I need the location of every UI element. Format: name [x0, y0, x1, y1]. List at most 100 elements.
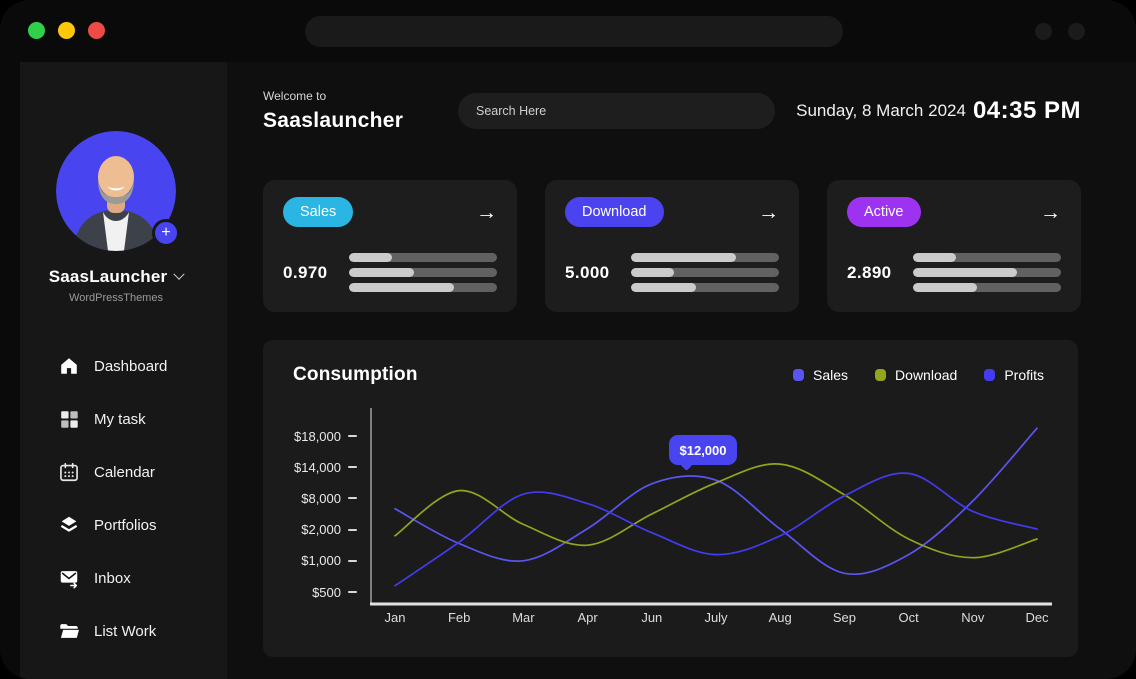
y-tick-mark [348, 559, 357, 562]
account-name: SaasLauncher [48, 267, 168, 286]
progress-bar-fill [913, 283, 977, 292]
progress-bar-fill [349, 268, 415, 277]
stat-value: 2.890 [847, 262, 892, 282]
x-tick-label: Oct [898, 610, 919, 625]
progress-bar [631, 283, 779, 292]
y-tick-mark [348, 435, 357, 437]
stat-bars [349, 253, 497, 292]
legend-item-download[interactable]: Download [875, 367, 957, 383]
search-input[interactable] [458, 93, 775, 129]
progress-bar [913, 268, 1061, 277]
sidebar-item-label: Inbox [94, 569, 131, 587]
x-tick-label: Mar [512, 610, 535, 625]
y-tick-label: $2,000 [301, 522, 341, 538]
y-tick-row: $500 [263, 584, 357, 600]
progress-bar-fill [631, 283, 697, 292]
legend-label: Download [895, 367, 958, 383]
traffic-lights [28, 22, 105, 39]
stat-bars [913, 253, 1061, 292]
arrow-right-icon[interactable]: → [476, 200, 497, 224]
legend-dot [875, 369, 887, 381]
add-account-button[interactable]: + [152, 219, 180, 247]
sidebar-item-my-task[interactable]: My task [20, 402, 212, 436]
datetime: Sunday, 8 March 2024 04:35 PM [796, 97, 1081, 125]
chevron-down-icon [173, 268, 185, 280]
x-tick-label: Jan [384, 610, 406, 625]
titlebar-dot-button[interactable] [1068, 23, 1085, 40]
stat-card-active: Active → 2.890 [827, 180, 1081, 312]
inbox-send-icon [60, 571, 78, 589]
x-tick-label: Feb [447, 610, 471, 625]
arrow-right-icon[interactable]: → [758, 200, 779, 224]
home-icon [61, 358, 77, 374]
stat-value: 5.000 [565, 262, 610, 282]
chart-legend: Sales Download Profits [793, 367, 1044, 383]
browser-address-bar[interactable] [305, 16, 843, 47]
legend-dot [793, 369, 805, 381]
legend-label: Sales [813, 367, 849, 383]
avatar[interactable]: + [56, 131, 180, 251]
y-tick-row: $8,000 [263, 490, 357, 506]
legend-label: Profits [1004, 367, 1044, 383]
sidebar-item-inbox[interactable]: Inbox [20, 561, 212, 595]
stat-value: 0.970 [283, 262, 328, 282]
stat-badge[interactable]: Sales [283, 197, 354, 227]
y-tick-row: $1,000 [263, 553, 357, 569]
consumption-chart-card: Consumption Sales Download Profits $18,000… [263, 340, 1078, 657]
y-tick-mark [348, 497, 357, 500]
progress-bar-fill [349, 253, 392, 262]
stat-bars [631, 253, 779, 292]
stat-badge[interactable]: Download [565, 197, 664, 227]
series-line-profits [394, 472, 1038, 587]
y-tick-row: $14,000 [263, 459, 357, 475]
sidebar: + SaasLauncher WordPressThemes Dashboard… [20, 62, 227, 679]
sidebar-item-label: Portfolios [94, 516, 157, 534]
y-tick-label: $14,000 [294, 459, 341, 475]
calendar-icon [60, 462, 78, 482]
stat-card-download: Download → 5.000 [545, 180, 799, 312]
account-switcher[interactable]: SaasLauncher [20, 267, 212, 287]
progress-bar [631, 268, 779, 277]
series-line-download [394, 463, 1038, 559]
sidebar-item-list-work[interactable]: List Work [20, 614, 212, 648]
x-tick-label: July [704, 610, 728, 625]
progress-bar-fill [913, 268, 1017, 277]
y-tick-row: $2,000 [263, 522, 357, 538]
x-tick-label: Dec [1025, 610, 1049, 625]
stat-badge[interactable]: Active [847, 197, 921, 227]
sidebar-item-dashboard[interactable]: Dashboard [20, 349, 212, 383]
chart-title: Consumption [293, 364, 418, 385]
titlebar-dot-button[interactable] [1035, 23, 1052, 40]
progress-bar [349, 253, 497, 262]
sidebar-item-portfolios[interactable]: Portfolios [20, 508, 212, 542]
chart-tooltip: $12,000 [669, 435, 737, 465]
x-tick-label: Sep [832, 610, 856, 625]
y-tick-label: $8,000 [301, 490, 341, 506]
welcome-label: Welcome to [263, 89, 327, 103]
sidebar-item-calendar[interactable]: Calendar [20, 455, 212, 489]
x-tick-label: Apr [577, 610, 598, 625]
progress-bar [349, 268, 497, 277]
progress-bar-fill [631, 253, 737, 262]
x-tick-label: Nov [961, 610, 985, 625]
green-traffic-light[interactable] [28, 22, 45, 39]
yellow-traffic-light[interactable] [58, 22, 75, 39]
y-tick-mark [348, 591, 357, 593]
stat-cards: Sales → 0.970 Download → 5.000 Active → 2.890 [263, 180, 1081, 312]
stat-card-sales: Sales → 0.970 [263, 180, 517, 312]
arrow-right-icon[interactable]: → [1040, 200, 1061, 224]
titlebar-buttons [1035, 23, 1085, 40]
legend-item-sales[interactable]: Sales [793, 367, 848, 383]
legend-item-profits[interactable]: Profits [984, 367, 1044, 383]
sidebar-item-label: My task [94, 410, 146, 428]
page-header: Welcome to Saaslauncher Sunday, 8 March … [263, 89, 1081, 133]
red-traffic-light[interactable] [88, 22, 105, 39]
progress-bar-fill [913, 253, 956, 262]
y-tick-label: $18,000 [294, 428, 341, 444]
x-tick-label: Aug [768, 610, 792, 625]
time-text: 04:35 PM [972, 97, 1081, 124]
grid-icon [61, 411, 78, 428]
y-tick-label: $1,000 [301, 553, 341, 569]
sidebar-item-label: Calendar [94, 463, 155, 481]
